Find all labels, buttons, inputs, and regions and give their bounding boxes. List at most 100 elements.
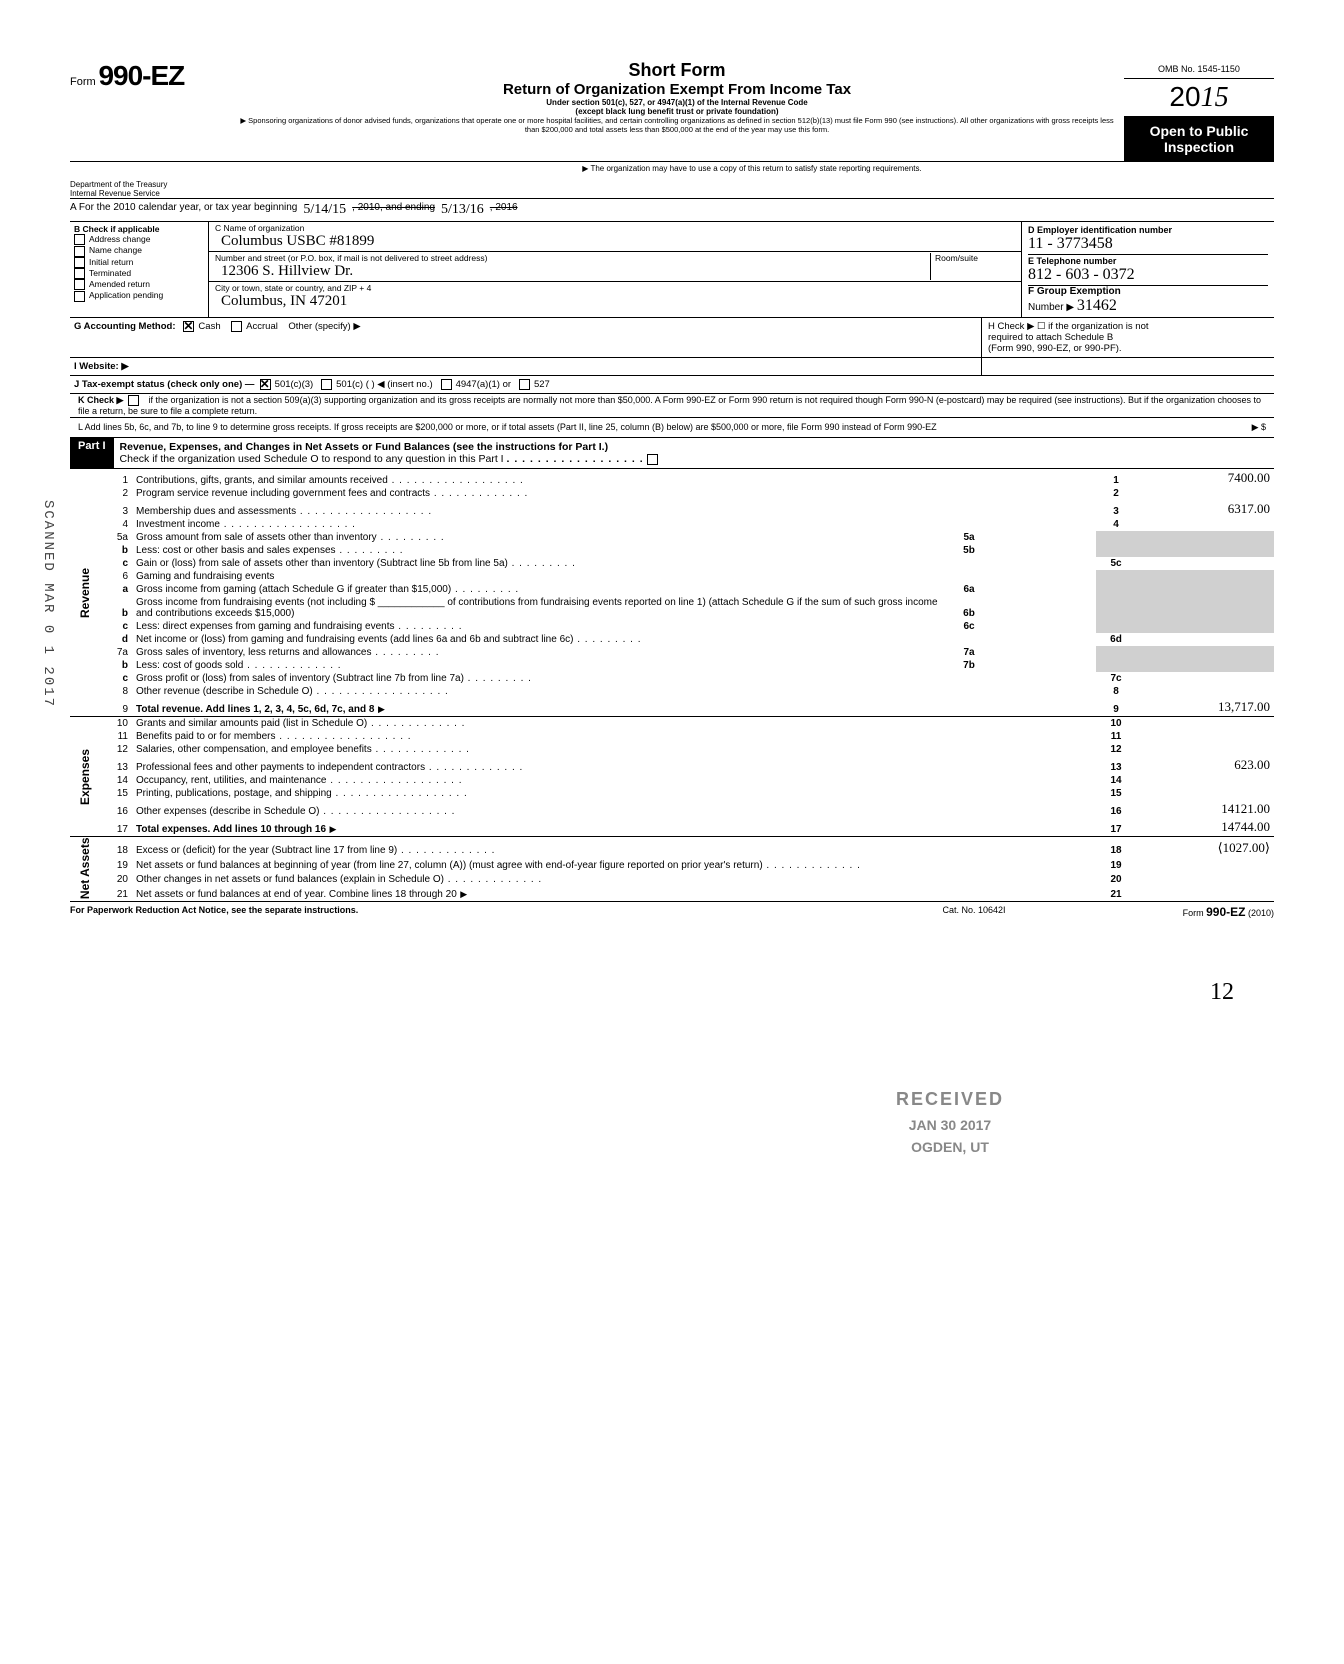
table-row: Expenses 10 Grants and similar amounts p… xyxy=(70,717,1274,731)
table-row: c Gain or (loss) from sale of assets oth… xyxy=(70,557,1274,570)
footer-right: Form 990-EZ (2010) xyxy=(1074,905,1274,919)
desc-19-text: Net assets or fund balances at beginning… xyxy=(136,860,763,871)
ln-5a: 5a xyxy=(96,531,132,544)
checkbox-501c3-icon[interactable] xyxy=(260,379,271,390)
dots-icon xyxy=(425,762,523,773)
ln-4: 4 xyxy=(96,518,132,531)
ln-5c: c xyxy=(96,557,132,570)
ein-value: 11 - 3773458 xyxy=(1028,235,1268,253)
desc-8: Other revenue (describe in Schedule O) xyxy=(132,685,1096,698)
val-17: 14744.00 xyxy=(1136,818,1274,837)
dots-icon xyxy=(336,545,404,556)
box-2: 2 xyxy=(1096,487,1136,500)
val-10 xyxy=(1136,717,1274,731)
org-city: Columbus, IN 47201 xyxy=(215,293,353,309)
desc-20: Other changes in net assets or fund bala… xyxy=(132,872,1096,886)
box-grey xyxy=(1096,531,1136,544)
checkbox-4947-icon[interactable] xyxy=(441,379,452,390)
desc-6c-text: Less: direct expenses from gaming and fu… xyxy=(136,621,394,632)
checkbox-527-icon[interactable] xyxy=(519,379,530,390)
ln-11: 11 xyxy=(96,730,132,743)
val-6d xyxy=(1136,633,1274,646)
table-row: a Gross income from gaming (attach Sched… xyxy=(70,583,1274,596)
k-label: K Check ▶ xyxy=(78,395,123,405)
desc-15-text: Printing, publications, postage, and shi… xyxy=(136,788,332,799)
subtitle-2: (except black lung benefit trust or priv… xyxy=(238,107,1116,116)
checkbox-parti-icon[interactable] xyxy=(647,454,658,465)
box-grey xyxy=(1096,583,1136,596)
midbox-7a: 7a xyxy=(950,646,988,659)
midval-7a xyxy=(988,646,1096,659)
val-21 xyxy=(1136,886,1274,901)
desc-9-text: Total revenue. Add lines 1, 2, 3, 4, 5c,… xyxy=(136,704,374,715)
val-7c xyxy=(1136,672,1274,685)
val-grey xyxy=(1136,620,1274,633)
ln-6: 6 xyxy=(96,570,132,583)
ln-9: 9 xyxy=(96,698,132,717)
h-line-2: required to attach Schedule B xyxy=(988,332,1268,343)
table-row: 12 Salaries, other compensation, and emp… xyxy=(70,743,1274,756)
box-11: 11 xyxy=(1096,730,1136,743)
val-grey xyxy=(1136,531,1274,544)
checkbox-icon[interactable] xyxy=(74,291,85,302)
val-5c xyxy=(1136,557,1274,570)
ln-1: 1 xyxy=(96,469,132,488)
box-1: 1 xyxy=(1096,469,1136,488)
box-14: 14 xyxy=(1096,774,1136,787)
ln-18: 18 xyxy=(96,837,132,858)
phone-value: 812 - 603 - 0372 xyxy=(1028,266,1268,284)
checkbox-501c-icon[interactable] xyxy=(321,379,332,390)
footer-left: For Paperwork Reduction Act Notice, see … xyxy=(70,905,874,919)
received-stamp: RECEIVED JAN 30 2017 OGDEN, UT xyxy=(896,1085,1004,1159)
midval-6c xyxy=(988,620,1096,633)
i-label: I Website: ▶ xyxy=(74,361,129,372)
checkbox-cash-icon[interactable] xyxy=(183,321,194,332)
box-13: 13 xyxy=(1096,756,1136,774)
checkbox-accrual-icon[interactable] xyxy=(231,321,242,332)
b-item-3: Terminated xyxy=(74,268,204,279)
b-item-2: Initial return xyxy=(74,257,204,268)
desc-7a: Gross sales of inventory, less returns a… xyxy=(132,646,950,659)
desc-13: Professional fees and other payments to … xyxy=(132,756,1096,774)
col-b: B Check if applicable Address change Nam… xyxy=(70,222,209,317)
desc-17: Total expenses. Add lines 10 through 16 xyxy=(132,818,1096,837)
dots-icon xyxy=(326,775,462,786)
box-grey xyxy=(1096,620,1136,633)
footer-row: For Paperwork Reduction Act Notice, see … xyxy=(70,901,1274,919)
val-1: 7400.00 xyxy=(1136,469,1274,488)
org-street: 12306 S. Hillview Dr. xyxy=(215,263,359,279)
midbox-6a: 6a xyxy=(950,583,988,596)
table-row: d Net income or (loss) from gaming and f… xyxy=(70,633,1274,646)
dots-icon xyxy=(319,806,455,817)
dots-icon xyxy=(296,506,432,517)
desc-1-text: Contributions, gifts, grants, and simila… xyxy=(136,475,388,486)
state-reporting-note: ▶ The organization may have to use a cop… xyxy=(230,162,1274,198)
scanned-stamp: SCANNED MAR 0 1 2017 xyxy=(40,500,56,708)
midval-5a xyxy=(988,531,1096,544)
b-label: B Check if applicable xyxy=(74,224,204,234)
box-12: 12 xyxy=(1096,743,1136,756)
midbox-6c: 6c xyxy=(950,620,988,633)
d-row: D Employer identification number 11 - 37… xyxy=(1028,224,1268,255)
form-page: Form 990-EZ Short Form Return of Organiz… xyxy=(70,60,1274,1006)
desc-7a-text: Gross sales of inventory, less returns a… xyxy=(136,647,371,658)
c-name-label: C Name of organization xyxy=(215,223,1015,233)
table-row: c Less: direct expenses from gaming and … xyxy=(70,620,1274,633)
j-d: 527 xyxy=(534,379,550,390)
checkbox-icon[interactable] xyxy=(74,279,85,290)
table-row: 2 Program service revenue including gove… xyxy=(70,487,1274,500)
checkbox-icon[interactable] xyxy=(74,257,85,268)
checkbox-icon[interactable] xyxy=(74,268,85,279)
part1-title: Revenue, Expenses, and Changes in Net As… xyxy=(114,438,1274,468)
b-item-4-label: Amended return xyxy=(89,279,150,289)
ln-6c: c xyxy=(96,620,132,633)
part1-check-text: Check if the organization used Schedule … xyxy=(120,453,504,465)
checkbox-icon[interactable] xyxy=(74,246,85,257)
desc-7c: Gross profit or (loss) from sales of inv… xyxy=(132,672,1096,685)
checkbox-k-icon[interactable] xyxy=(128,395,139,406)
checkbox-icon[interactable] xyxy=(74,234,85,245)
h-line-1: H Check ▶ ☐ if the organization is not xyxy=(988,321,1268,332)
ln-8: 8 xyxy=(96,685,132,698)
ln-2: 2 xyxy=(96,487,132,500)
table-row: 5a Gross amount from sale of assets othe… xyxy=(70,531,1274,544)
